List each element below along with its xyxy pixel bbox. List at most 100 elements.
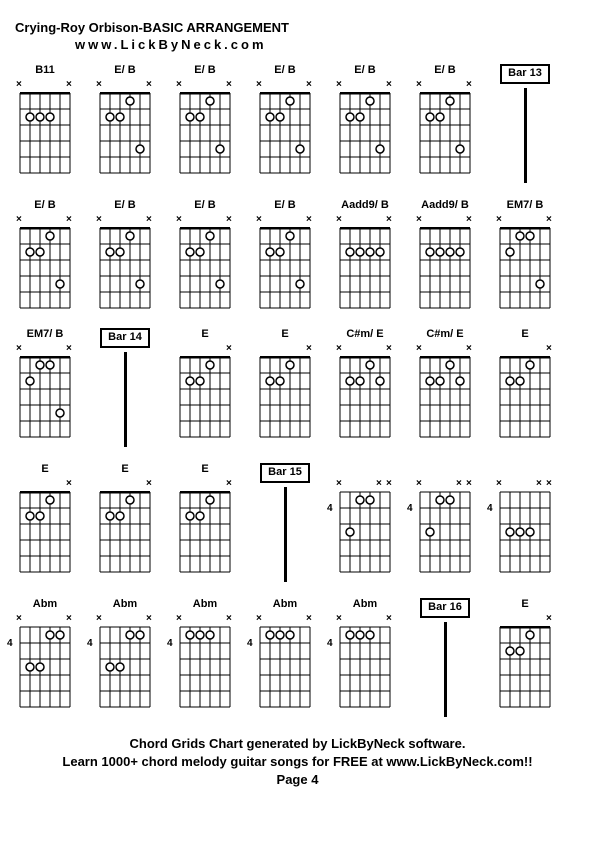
chord-diagram: ×× <box>99 82 151 177</box>
chord-label: Abm <box>193 598 217 612</box>
fret-position: 4 <box>167 638 173 649</box>
muted-string-icon: × <box>336 344 342 354</box>
chord-cell: C#m/ E×× <box>415 328 475 447</box>
chord-diagram: 4×× <box>179 616 231 711</box>
muted-string-icon: × <box>66 479 72 489</box>
fretboard <box>19 92 71 174</box>
bar-label: Bar 15 <box>260 463 310 483</box>
chord-cell: Abm 4×× <box>175 598 235 717</box>
fret-position: 4 <box>327 638 333 649</box>
chord-cell: E× <box>95 463 155 582</box>
chord-label: E <box>41 463 48 477</box>
footer-line2: Learn 1000+ chord melody guitar songs fo… <box>15 753 580 771</box>
chord-diagram: ×× <box>499 217 551 312</box>
bar-label: Bar 13 <box>500 64 550 84</box>
fretboard <box>419 491 471 573</box>
muted-string-icon: × <box>466 215 472 225</box>
chord-label: E/ B <box>114 64 135 78</box>
chord-diagram: ×× <box>419 217 471 312</box>
chord-cell: E× <box>15 463 75 582</box>
fretboard <box>419 92 471 174</box>
fret-position: 4 <box>247 638 253 649</box>
chord-label: E/ B <box>194 199 215 213</box>
muted-string-icon: × <box>226 215 232 225</box>
chord-label: E/ B <box>354 64 375 78</box>
chord-diagram: ×× <box>19 346 71 441</box>
fretboard <box>259 227 311 309</box>
muted-string-icon: × <box>466 344 472 354</box>
muted-string-icon: × <box>96 80 102 90</box>
muted-string-icon: × <box>96 614 102 624</box>
fretboard <box>99 227 151 309</box>
page-subtitle: www.LickByNeck.com <box>15 37 580 52</box>
muted-string-icon: × <box>306 215 312 225</box>
fretboard <box>179 491 231 573</box>
muted-string-icon: × <box>16 80 22 90</box>
fret-position: 4 <box>7 638 13 649</box>
footer-line1: Chord Grids Chart generated by LickByNec… <box>15 735 580 753</box>
fretboard <box>179 227 231 309</box>
chord-diagram: × <box>179 481 231 576</box>
fret-position: 4 <box>327 503 333 514</box>
muted-string-icon: × <box>16 215 22 225</box>
muted-string-icon: × <box>226 614 232 624</box>
chord-label: Aadd9/ B <box>421 199 469 213</box>
muted-string-icon: × <box>176 215 182 225</box>
chord-cell: Bar 16 <box>415 598 475 717</box>
chord-diagram: 4×× <box>339 616 391 711</box>
muted-string-icon: × <box>336 215 342 225</box>
muted-string-icon: × <box>146 215 152 225</box>
fretboard <box>19 356 71 438</box>
fretboard <box>339 626 391 708</box>
muted-string-icon: × <box>96 215 102 225</box>
chord-label: Abm <box>273 598 297 612</box>
muted-string-icon: × <box>416 479 422 489</box>
chord-diagram: 4××× <box>419 481 471 576</box>
chord-cell: 4××× <box>415 463 475 582</box>
fretboard <box>259 626 311 708</box>
chord-diagram: ×× <box>19 217 71 312</box>
chord-cell: E× <box>175 328 235 447</box>
fretboard <box>339 227 391 309</box>
fretboard <box>179 92 231 174</box>
chord-cell: E/ B×× <box>255 64 315 183</box>
chord-cell: E× <box>495 328 555 447</box>
muted-string-icon: × <box>66 344 72 354</box>
chord-label: Abm <box>353 598 377 612</box>
muted-string-icon: × <box>336 479 342 489</box>
muted-string-icon: × <box>386 80 392 90</box>
fretboard <box>19 227 71 309</box>
muted-string-icon: × <box>336 80 342 90</box>
chord-label: E <box>281 328 288 342</box>
footer-line3: Page 4 <box>15 771 580 789</box>
chord-diagram: × <box>499 346 551 441</box>
chord-label: Abm <box>33 598 57 612</box>
chord-label: E <box>521 328 528 342</box>
chord-label: EM7/ B <box>27 328 64 342</box>
fretboard <box>99 92 151 174</box>
muted-string-icon: × <box>376 479 382 489</box>
chord-diagram: × <box>99 481 151 576</box>
chord-label: E/ B <box>194 64 215 78</box>
muted-string-icon: × <box>306 344 312 354</box>
muted-string-icon: × <box>386 344 392 354</box>
chord-cell: 4××× <box>335 463 395 582</box>
muted-string-icon: × <box>66 614 72 624</box>
muted-string-icon: × <box>146 80 152 90</box>
chord-cell: Aadd9/ B×× <box>335 199 395 312</box>
muted-string-icon: × <box>176 80 182 90</box>
muted-string-icon: × <box>146 479 152 489</box>
chord-diagram: × <box>179 346 231 441</box>
fretboard <box>419 227 471 309</box>
chord-cell: B11 × × <box>15 64 75 183</box>
fretboard <box>19 626 71 708</box>
fretboard <box>99 626 151 708</box>
bar-divider <box>124 352 127 447</box>
muted-string-icon: × <box>386 614 392 624</box>
muted-string-icon: × <box>66 80 72 90</box>
chord-cell: E/ B×× <box>95 199 155 312</box>
chord-label: B11 <box>35 64 55 78</box>
chord-diagram: 4××× <box>339 481 391 576</box>
fretboard <box>19 491 71 573</box>
chord-cell: E/ B × × <box>335 64 395 183</box>
